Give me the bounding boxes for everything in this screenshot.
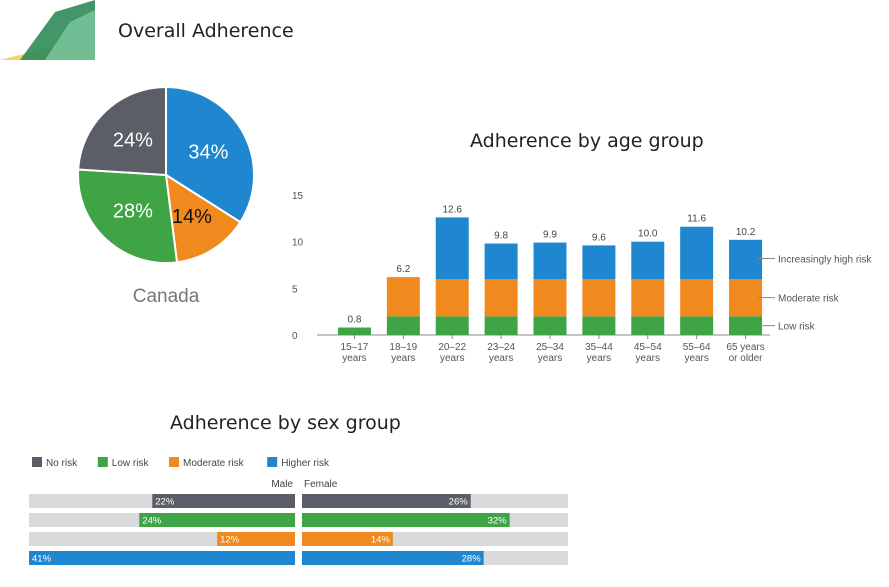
pie-slice: [164, 173, 242, 264]
bar-segment: [582, 279, 616, 317]
bar-segment: [729, 316, 763, 335]
legend-label: Moderate risk: [778, 294, 840, 305]
legend-swatch: [169, 457, 179, 467]
x-tick-label: 35–44: [585, 342, 613, 353]
bar-total-label: 0.8: [347, 315, 361, 326]
bar-total-label: 10.2: [736, 227, 756, 238]
bar-segment: [729, 239, 763, 279]
bar-segment: [680, 316, 714, 335]
x-tick-label: years: [489, 353, 513, 364]
x-tick-label: years: [391, 353, 415, 364]
bar-segment: [533, 316, 567, 335]
female-bar: [302, 551, 484, 565]
y-tick-label: 10: [292, 238, 304, 249]
female-bar: [302, 513, 510, 527]
sex-chart-title: Adherence by sex group: [170, 412, 401, 434]
bar-segment: [435, 316, 469, 335]
bar-total-label: 6.2: [396, 264, 410, 275]
bar-total-label: 10.0: [638, 229, 658, 240]
x-tick-label: 18–19: [389, 342, 417, 353]
female-bar: [302, 494, 471, 508]
x-tick-label: 15–17: [341, 342, 369, 353]
legend-swatch: [267, 457, 278, 467]
male-value-label: 12%: [220, 535, 240, 546]
bar-segment: [484, 279, 518, 317]
male-bar: [139, 513, 295, 527]
male-bar: [152, 494, 295, 508]
pie-slice: [77, 85, 167, 177]
male-value-label: 22%: [155, 497, 175, 508]
x-tick-label: years: [684, 353, 708, 364]
x-tick-label: years: [342, 353, 366, 364]
x-tick-label: years: [587, 353, 611, 364]
bar-segment: [484, 316, 518, 335]
pie-slice-label: 34%: [188, 142, 228, 164]
pie-caption: Canada: [133, 286, 200, 307]
pie-slice-label: 24%: [113, 130, 153, 152]
female-value-label: 32%: [488, 516, 508, 527]
y-tick-label: 0: [292, 331, 298, 342]
male-bar: [29, 551, 295, 565]
bar-segment: [631, 241, 665, 279]
legend-label: Moderate risk: [183, 458, 245, 469]
female-value-label: 28%: [462, 554, 482, 565]
x-tick-label: years: [636, 353, 660, 364]
bar-segment: [631, 279, 665, 317]
female-bar: [302, 532, 393, 546]
bar-segment: [582, 245, 616, 279]
bar-segment: [435, 279, 469, 317]
bar-total-label: 9.8: [494, 231, 508, 242]
pie-slice-label: 28%: [113, 200, 153, 222]
x-tick-label: 65 years: [726, 342, 764, 353]
bar-segment: [533, 279, 567, 317]
pie-slice-label: 14%: [172, 206, 212, 228]
x-tick-label: years: [538, 353, 562, 364]
pie-chart-title: Overall Adherence: [118, 20, 294, 42]
x-tick-label: 20–22: [438, 342, 466, 353]
bar-total-label: 12.6: [442, 204, 462, 215]
x-tick-label: 25–34: [536, 342, 564, 353]
bar-segment: [386, 277, 420, 317]
bar-segment: [337, 327, 371, 335]
bar-segment: [680, 226, 714, 279]
bar-segment: [680, 279, 714, 317]
legend-label: Increasingly high risk: [778, 254, 872, 265]
y-tick-label: 15: [292, 191, 304, 202]
pie-slice: [77, 168, 179, 264]
male-bar: [217, 532, 295, 546]
x-tick-label: 45–54: [634, 342, 662, 353]
x-tick-label: years: [440, 353, 464, 364]
legend-label: No risk: [46, 458, 78, 469]
bar-total-label: 9.9: [543, 230, 557, 241]
group-label: Male: [271, 479, 293, 490]
bar-total-label: 11.6: [687, 214, 706, 225]
bar-segment: [729, 279, 763, 317]
bar-segment: [386, 316, 420, 335]
x-tick-label: 23–24: [487, 342, 515, 353]
legend-label: Low risk: [112, 458, 150, 469]
bar-segment: [533, 242, 567, 279]
age-chart-title: Adherence by age group: [470, 130, 704, 152]
legend-swatch: [97, 457, 108, 467]
group-label: Female: [304, 479, 338, 490]
bar-segment: [435, 217, 469, 279]
male-value-label: 24%: [142, 516, 162, 527]
legend-label: Higher risk: [281, 458, 330, 469]
bar-segment: [484, 243, 518, 279]
y-tick-label: 5: [292, 284, 298, 295]
bar-segment: [582, 316, 616, 335]
x-tick-label: or older: [729, 353, 764, 364]
male-value-label: 41%: [32, 554, 52, 565]
female-value-label: 26%: [449, 497, 469, 508]
bar-segment: [631, 316, 665, 335]
female-value-label: 14%: [371, 535, 391, 546]
x-tick-label: 55–64: [683, 342, 711, 353]
corner-decoration: [0, 0, 95, 60]
legend-swatch: [32, 457, 42, 467]
bar-total-label: 9.6: [592, 232, 606, 243]
legend-label: Low risk: [778, 322, 816, 333]
